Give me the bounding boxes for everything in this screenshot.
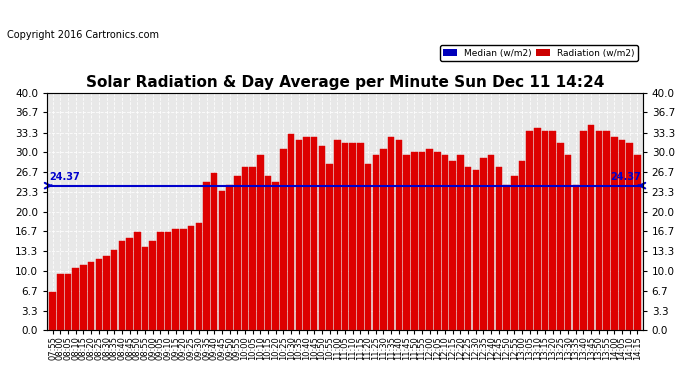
Bar xyxy=(195,224,202,330)
Bar xyxy=(434,152,441,330)
Bar xyxy=(288,134,295,330)
Bar xyxy=(104,256,110,330)
Bar xyxy=(319,146,325,330)
Bar xyxy=(234,176,241,330)
Bar xyxy=(503,185,510,330)
Bar xyxy=(188,226,195,330)
Bar xyxy=(326,164,333,330)
Bar xyxy=(411,152,417,330)
Bar xyxy=(134,232,141,330)
Bar xyxy=(111,250,117,330)
Bar xyxy=(419,152,425,330)
Bar xyxy=(273,182,279,330)
Bar xyxy=(265,176,271,330)
Bar xyxy=(473,170,479,330)
Bar xyxy=(634,155,640,330)
Bar xyxy=(141,247,148,330)
Bar xyxy=(72,268,79,330)
Bar xyxy=(304,137,310,330)
Bar xyxy=(395,140,402,330)
Bar xyxy=(172,230,179,330)
Bar xyxy=(211,173,217,330)
Bar xyxy=(519,161,525,330)
Bar xyxy=(403,155,410,330)
Bar xyxy=(180,230,187,330)
Text: 24.37: 24.37 xyxy=(611,172,641,182)
Bar xyxy=(80,265,87,330)
Bar xyxy=(595,131,602,330)
Bar xyxy=(50,292,56,330)
Bar xyxy=(442,155,448,330)
Bar xyxy=(457,155,464,330)
Bar xyxy=(365,164,371,330)
Bar xyxy=(65,274,71,330)
Bar xyxy=(204,182,210,330)
Bar xyxy=(257,155,264,330)
Title: Solar Radiation & Day Average per Minute Sun Dec 11 14:24: Solar Radiation & Day Average per Minute… xyxy=(86,75,604,90)
Bar xyxy=(157,232,164,330)
Bar xyxy=(357,143,364,330)
Legend: Median (w/m2), Radiation (w/m2): Median (w/m2), Radiation (w/m2) xyxy=(440,45,638,61)
Bar xyxy=(495,167,502,330)
Bar xyxy=(511,176,518,330)
Bar xyxy=(573,185,579,330)
Bar xyxy=(349,143,356,330)
Bar xyxy=(526,131,533,330)
Bar xyxy=(619,140,625,330)
Bar xyxy=(165,232,171,330)
Bar xyxy=(88,262,95,330)
Bar xyxy=(342,143,348,330)
Bar xyxy=(249,167,256,330)
Bar xyxy=(449,161,456,330)
Bar xyxy=(311,137,317,330)
Text: 24.37: 24.37 xyxy=(49,172,79,182)
Bar xyxy=(627,143,633,330)
Bar xyxy=(380,149,386,330)
Bar xyxy=(119,242,125,330)
Bar xyxy=(565,155,571,330)
Bar xyxy=(534,128,540,330)
Bar xyxy=(280,149,287,330)
Bar xyxy=(465,167,471,330)
Bar xyxy=(241,167,248,330)
Bar xyxy=(480,158,486,330)
Bar xyxy=(488,155,495,330)
Bar xyxy=(57,274,63,330)
Bar xyxy=(588,126,595,330)
Bar xyxy=(126,238,133,330)
Bar xyxy=(95,259,102,330)
Bar xyxy=(611,137,618,330)
Bar xyxy=(603,131,610,330)
Bar xyxy=(580,131,586,330)
Bar xyxy=(542,131,549,330)
Bar xyxy=(373,155,379,330)
Bar xyxy=(295,140,302,330)
Text: Copyright 2016 Cartronics.com: Copyright 2016 Cartronics.com xyxy=(7,30,159,39)
Bar xyxy=(219,191,225,330)
Bar xyxy=(334,140,341,330)
Bar xyxy=(226,185,233,330)
Bar xyxy=(549,131,556,330)
Bar xyxy=(426,149,433,330)
Bar xyxy=(557,143,564,330)
Bar xyxy=(150,242,156,330)
Bar xyxy=(388,137,395,330)
